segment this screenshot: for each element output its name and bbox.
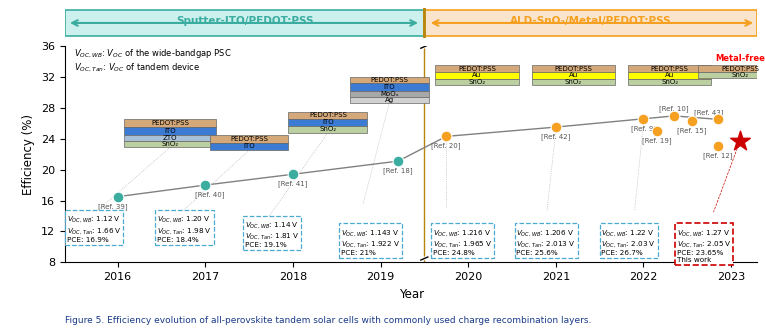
Bar (124, 119, 216, 127)
Text: ITO: ITO (322, 119, 334, 126)
Bar (124, 141, 216, 147)
Bar (532, 65, 615, 72)
Text: $V_{OC,WB}$: 1.20 V
$V_{OC,Tan}$: 1.98 V
PCE: 18.4%: $V_{OC,WB}$: 1.20 V $V_{OC,Tan}$: 1.98 V… (157, 215, 212, 243)
Bar (288, 119, 367, 126)
Bar (210, 135, 288, 143)
Bar (628, 79, 711, 85)
Point (287, 172, 299, 177)
Text: SnO₂: SnO₂ (161, 141, 179, 147)
Text: ITO: ITO (243, 143, 255, 150)
Text: ALD-SnO₂/Metal/PEDOT:PSS: ALD-SnO₂/Metal/PEDOT:PSS (510, 16, 672, 27)
Bar (532, 72, 615, 79)
Bar (350, 91, 428, 97)
X-axis label: Year: Year (399, 288, 424, 301)
Bar (698, 72, 765, 78)
Text: ZTO: ZTO (163, 135, 177, 141)
Bar (350, 83, 428, 91)
Bar (124, 135, 216, 141)
Text: [Ref. 41]: [Ref. 41] (278, 180, 308, 187)
Bar (210, 143, 288, 150)
Text: MoOₓ: MoOₓ (380, 91, 399, 97)
Point (199, 182, 211, 188)
Text: ITO: ITO (383, 84, 395, 90)
Text: [Ref. 19]: [Ref. 19] (642, 137, 672, 144)
Text: $V_{OC,WB}$: 1.143 V
$V_{OC,Tan}$: 1.922 V
PCE: 21%: $V_{OC,WB}$: 1.143 V $V_{OC,Tan}$: 1.922… (341, 228, 400, 256)
Text: Sputter-ITO/PEDOT:PSS: Sputter-ITO/PEDOT:PSS (176, 16, 314, 27)
Text: PEDOT:PSS: PEDOT:PSS (370, 77, 409, 83)
Text: $V_{OC,WB}$: $V_{OC}$ of the wide-bandgap PSC
$V_{OC,Tan}$: $V_{OC}$ of tandem d: $V_{OC,WB}$: $V_{OC}$ of the wide-bandga… (73, 48, 231, 74)
Text: [Ref. 18]: [Ref. 18] (383, 167, 413, 174)
Text: Au: Au (472, 72, 481, 78)
Point (440, 134, 452, 139)
Bar (435, 65, 519, 72)
Text: SnO₂: SnO₂ (565, 79, 582, 85)
Text: Au: Au (568, 72, 578, 78)
Bar (698, 65, 765, 72)
Point (711, 144, 724, 149)
Text: Au: Au (665, 72, 674, 78)
Text: Figure 5. Efficiency evolution of all-perovskite tandem solar cells with commonl: Figure 5. Efficiency evolution of all-pe… (65, 316, 591, 325)
FancyBboxPatch shape (425, 10, 757, 36)
Text: PEDOT:PSS: PEDOT:PSS (230, 136, 268, 142)
Text: PEDOT:PSS: PEDOT:PSS (458, 66, 496, 72)
Y-axis label: Efficiency (%): Efficiency (%) (22, 114, 35, 195)
Text: [Ref. 15]: [Ref. 15] (677, 127, 706, 134)
Text: PEDOT:PSS: PEDOT:PSS (309, 112, 347, 118)
Text: $V_{OC,WB}$: 1.22 V
$V_{OC,Tan}$: 2.03 V
PCE: 26.7%: $V_{OC,WB}$: 1.22 V $V_{OC,Tan}$: 2.03 V… (601, 228, 656, 256)
Point (392, 158, 404, 164)
Text: Metal-free: Metal-free (715, 54, 765, 63)
Point (650, 128, 662, 133)
FancyBboxPatch shape (65, 10, 425, 36)
Point (734, 139, 746, 144)
Text: SnO₂: SnO₂ (468, 79, 486, 85)
Point (550, 124, 562, 130)
Text: SnO₂: SnO₂ (661, 79, 679, 85)
Text: $V_{OC,WB}$: 1.216 V
$V_{OC,Tan}$: 1.965 V
PCE: 24.8%: $V_{OC,WB}$: 1.216 V $V_{OC,Tan}$: 1.965… (433, 228, 493, 256)
Bar (435, 72, 519, 79)
Bar (124, 127, 216, 135)
Text: SnO₂: SnO₂ (319, 126, 337, 133)
Text: PEDOT:PSS: PEDOT:PSS (651, 66, 688, 72)
Text: [Ref. 20]: [Ref. 20] (431, 143, 461, 149)
Text: PEDOT:PSS: PEDOT:PSS (721, 66, 759, 72)
Text: [Ref. 10]: [Ref. 10] (659, 105, 689, 112)
Text: $V_{OC,WB}$: 1.14 V
$V_{OC,Tan}$: 1.81 V
PCE: 19.1%: $V_{OC,WB}$: 1.14 V $V_{OC,Tan}$: 1.81 V… (245, 220, 299, 248)
Bar (350, 77, 428, 83)
Bar (435, 79, 519, 85)
Text: [Ref. 9]: [Ref. 9] (631, 126, 656, 132)
Text: SnO₂: SnO₂ (731, 72, 748, 78)
Point (685, 118, 698, 124)
Text: PEDOT:PSS: PEDOT:PSS (555, 66, 592, 72)
Point (668, 113, 680, 118)
Text: PEDOT:PSS: PEDOT:PSS (151, 120, 189, 126)
Point (711, 117, 724, 122)
Point (112, 194, 124, 199)
Bar (350, 97, 428, 103)
Text: [Ref. 42]: [Ref. 42] (541, 133, 571, 140)
Text: ITO: ITO (164, 128, 176, 134)
Text: $V_{OC,WB}$: 1.12 V
$V_{OC,Tan}$: 1.66 V
PCE: 16.9%: $V_{OC,WB}$: 1.12 V $V_{OC,Tan}$: 1.66 V… (67, 215, 122, 243)
Bar (628, 65, 711, 72)
Text: $V_{OC,WB}$: 1.27 V
$V_{OC,Tan}$: 2.05 V
PCE: 23.65%
This work: $V_{OC,WB}$: 1.27 V $V_{OC,Tan}$: 2.05 V… (677, 228, 731, 263)
Bar (628, 72, 711, 79)
Point (637, 117, 649, 122)
Bar (288, 112, 367, 119)
Bar (288, 126, 367, 133)
Text: [Ref. 12]: [Ref. 12] (703, 153, 733, 159)
Text: [Ref. 40]: [Ref. 40] (195, 191, 224, 198)
Text: [Ref. 39]: [Ref. 39] (99, 203, 128, 210)
Text: Ag: Ag (385, 97, 394, 103)
Text: $V_{OC,WB}$: 1.206 V
$V_{OC,Tan}$: 2.013 V
PCE: 25.6%: $V_{OC,WB}$: 1.206 V $V_{OC,Tan}$: 2.013… (516, 228, 576, 256)
Text: [Ref. 43]: [Ref. 43] (695, 109, 724, 115)
Bar (532, 79, 615, 85)
